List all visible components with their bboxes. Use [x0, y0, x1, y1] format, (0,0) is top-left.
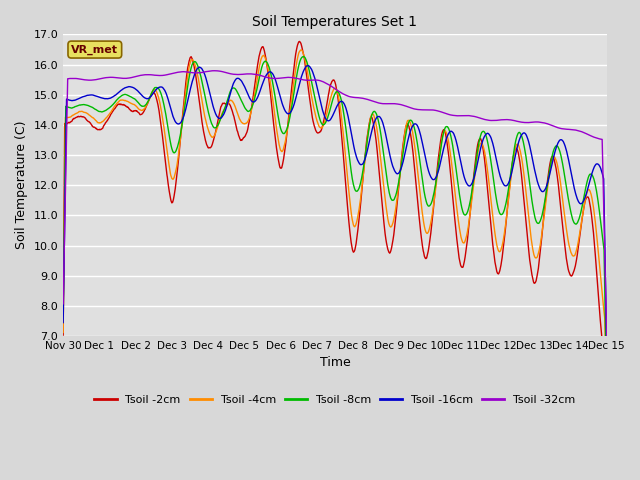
Text: VR_met: VR_met: [71, 45, 118, 55]
X-axis label: Time: Time: [319, 357, 350, 370]
Legend: Tsoil -2cm, Tsoil -4cm, Tsoil -8cm, Tsoil -16cm, Tsoil -32cm: Tsoil -2cm, Tsoil -4cm, Tsoil -8cm, Tsoi…: [90, 390, 580, 409]
Y-axis label: Soil Temperature (C): Soil Temperature (C): [15, 121, 28, 250]
Title: Soil Temperatures Set 1: Soil Temperatures Set 1: [252, 15, 417, 29]
